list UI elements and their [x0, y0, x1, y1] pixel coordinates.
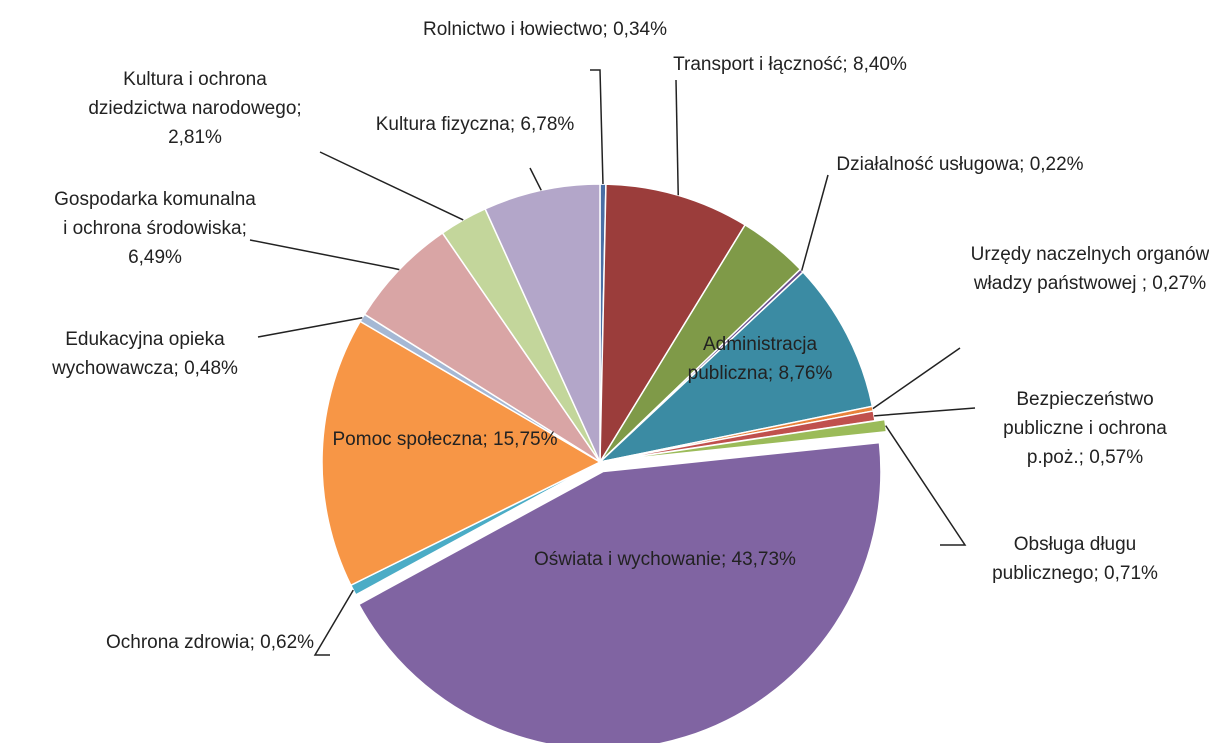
- category-label: Bezpieczeństwo publiczne i ochrona p.poż…: [1003, 389, 1167, 468]
- leader-line: [590, 69, 604, 185]
- data-label: Transport i łączność; 8,40%: [670, 50, 910, 79]
- value-label: 15,75%: [493, 429, 558, 450]
- value-label: 6,49%: [128, 247, 182, 268]
- data-label: Edukacyjna opieka wychowawcza; 0,48%: [10, 325, 280, 383]
- value-label: 0,71%: [1104, 563, 1158, 584]
- data-label: Pomoc społeczna; 15,75%: [325, 425, 565, 454]
- category-label: Transport i łączność;: [673, 54, 848, 75]
- data-label: Kultura fizyczna; 6,78%: [375, 110, 575, 139]
- data-label: Bezpieczeństwo publiczne i ochrona p.poż…: [975, 385, 1195, 472]
- leader-line: [313, 589, 354, 656]
- category-label: Kultura i ochrona dziedzictwa narodowego…: [88, 69, 302, 119]
- category-label: Edukacyjna opieka wychowawcza;: [52, 329, 225, 379]
- category-label: Ochrona zdrowia;: [105, 632, 255, 653]
- pie-slice: [597, 271, 874, 464]
- category-label: Kultura fizyczna;: [375, 114, 516, 135]
- data-label: Działalność usługowa; 0,22%: [825, 150, 1095, 179]
- pie-slice: [609, 418, 888, 462]
- leader-line: [257, 317, 363, 338]
- value-label: 0,27%: [1152, 273, 1207, 294]
- category-label: Rolnictwo i łowiectwo;: [423, 19, 608, 40]
- data-label: Kultura i ochrona dziedzictwa narodowego…: [85, 65, 305, 152]
- category-label: Urzędy naczelnych organów władzy państwo…: [970, 244, 1209, 294]
- data-label: Urzędy naczelnych organów władzy państwo…: [970, 240, 1209, 298]
- pie-slice: [363, 231, 601, 463]
- pie-slice: [321, 320, 602, 587]
- value-label: 8,40%: [853, 54, 907, 75]
- data-label: Gospodarka komunalna i ochrona środowisk…: [50, 185, 260, 272]
- category-label: Działalność usługowa;: [836, 154, 1025, 175]
- leader-line: [874, 407, 976, 417]
- pie-slice: [599, 183, 747, 465]
- data-label: Rolnictwo i łowiectwo; 0,34%: [400, 15, 690, 44]
- data-label: Oświata i wychowanie; 43,73%: [515, 545, 815, 574]
- leader-line: [885, 425, 967, 546]
- value-label: 0,34%: [613, 19, 667, 40]
- value-label: 0,22%: [1029, 154, 1084, 175]
- category-label: Oświata i wychowanie;: [534, 549, 727, 570]
- leader-line: [529, 167, 542, 191]
- value-label: 0,62%: [260, 632, 315, 653]
- category-label: Pomoc społeczna;: [332, 429, 488, 450]
- category-label: Gospodarka komunalna i ochrona środowisk…: [54, 189, 256, 239]
- value-label: 2,81%: [168, 127, 222, 148]
- leader-line: [872, 347, 961, 410]
- category-label: Administracja publiczna;: [687, 334, 818, 384]
- leader-line: [675, 79, 679, 196]
- leader-line: [249, 239, 400, 271]
- leader-line: [319, 151, 464, 221]
- pie-slice: [484, 183, 601, 463]
- data-label: Obsługa długu publicznego; 0,71%: [970, 530, 1180, 588]
- value-label: 0,57%: [1089, 447, 1144, 468]
- leader-line: [800, 174, 829, 271]
- category-label: Obsługa długu publicznego;: [992, 534, 1137, 584]
- data-label: Administracja publiczna; 8,76%: [665, 330, 855, 388]
- value-label: 8,76%: [778, 363, 833, 384]
- value-label: 43,73%: [731, 549, 796, 570]
- value-label: 6,78%: [520, 114, 575, 135]
- data-label: Ochrona zdrowia; 0,62%: [95, 628, 325, 657]
- value-label: 0,48%: [184, 358, 238, 379]
- pie-slice: [357, 441, 882, 743]
